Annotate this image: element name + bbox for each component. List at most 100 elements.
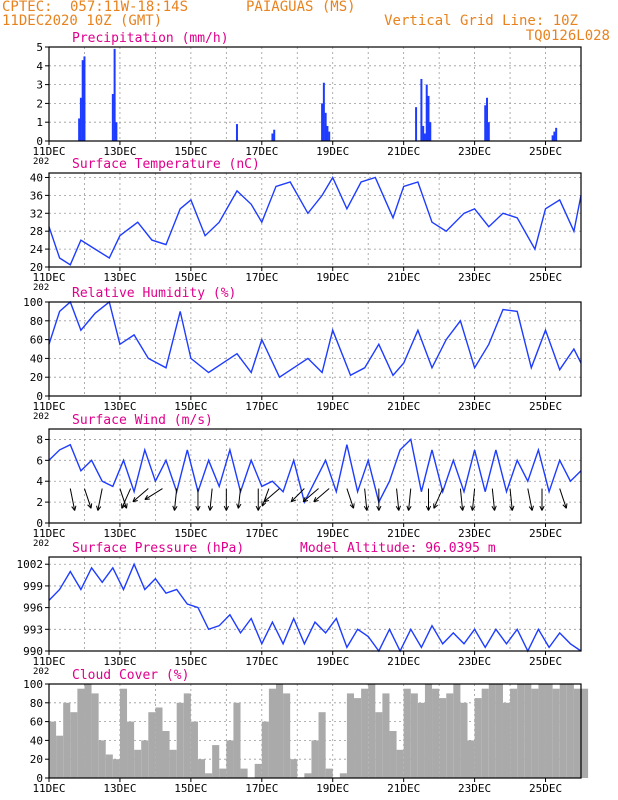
cloud-bar xyxy=(212,745,220,778)
y-tick-label: 4 xyxy=(36,475,43,488)
y-tick-label: 3 xyxy=(36,79,43,92)
wind-arrow-head xyxy=(121,503,126,509)
x-tick-label: 21DEC xyxy=(387,527,420,540)
cloud-bar xyxy=(573,688,581,778)
cloud-bar xyxy=(446,693,454,778)
precip-bar xyxy=(273,129,276,141)
panel-title: Precipitation (mm/h) xyxy=(72,31,229,46)
x-tick-label: 25DEC xyxy=(529,400,562,413)
panel-title: Cloud Cover (%) xyxy=(72,668,189,683)
precip-bar xyxy=(415,107,418,141)
wind-arrow-head xyxy=(71,505,77,511)
wind-arrow xyxy=(173,488,178,511)
precip-bar xyxy=(322,82,325,141)
cloud-bar xyxy=(148,712,156,778)
wind-arrow-head xyxy=(96,505,102,511)
wind-arrow xyxy=(69,488,76,511)
wind-arrow xyxy=(491,488,496,511)
cloud-bar xyxy=(112,759,120,778)
x-tick-label: 13DEC xyxy=(103,655,136,668)
precip-bar xyxy=(328,131,331,141)
cloud-bar xyxy=(552,688,560,778)
wind-arrow-head xyxy=(528,505,534,511)
cloud-bar xyxy=(403,688,411,778)
x-tick-label: 19DEC xyxy=(316,527,349,540)
cloud-bar xyxy=(240,768,248,778)
y-tick-label: 40 xyxy=(30,352,43,365)
panel-1: 0 1 2 3 4 5 11DEC 13DEC 15DEC 17DEC 19DEC 21DEC 23DE… xyxy=(32,31,582,167)
y-tick-label: 60 xyxy=(30,334,43,347)
y-tick-label: 100 xyxy=(23,296,43,309)
precip-bar xyxy=(553,131,556,141)
wind-arrow-head xyxy=(349,503,355,509)
cloud-bar xyxy=(91,693,99,778)
cloud-bar xyxy=(304,773,312,778)
wind-arrow-head xyxy=(290,496,297,503)
wind-arrow-head xyxy=(236,503,242,509)
precip-bar xyxy=(326,125,329,141)
x-tick-label: 25DEC xyxy=(529,271,562,284)
cloud-bar xyxy=(495,684,503,778)
cloud-bar xyxy=(98,740,106,778)
panel-title: Surface Wind (m/s) xyxy=(72,413,213,428)
x-tick-label: 13DEC xyxy=(103,400,136,413)
wind-arrow-head xyxy=(395,505,401,511)
y-tick-label: 20 xyxy=(30,753,43,766)
cloud-bar xyxy=(481,688,489,778)
wind-arrow-head xyxy=(509,505,515,511)
x-tick-label: 13DEC xyxy=(103,782,136,795)
y-tick-label: 5 xyxy=(36,41,43,54)
x-tick-label: 17DEC xyxy=(245,782,278,795)
series-line xyxy=(48,175,582,266)
x-tick-label: 13DEC xyxy=(103,145,136,158)
x-tick-sublabel: 202 xyxy=(33,667,49,677)
cloud-bar xyxy=(460,702,468,778)
wind-arrow-head xyxy=(491,505,497,511)
panel-4: 0 2 4 6 8 11DEC 13DEC 15DEC 17DEC 19DEC 21DEC 23DEC… xyxy=(32,413,582,549)
cloud-bar xyxy=(432,688,440,778)
x-tick-sublabel: 202 xyxy=(33,412,49,422)
header-code: TQ0126L028 xyxy=(525,28,610,44)
y-tick-label: 6 xyxy=(36,454,43,467)
x-tick-label: 25DEC xyxy=(529,527,562,540)
precip-bar xyxy=(235,124,238,141)
wind-arrow xyxy=(132,488,149,503)
precip-bar xyxy=(111,94,114,141)
cloud-bar xyxy=(77,688,85,778)
wind-arrow xyxy=(290,488,305,503)
cloud-bar xyxy=(346,693,355,778)
wind-arrow xyxy=(313,488,330,503)
cloud-bar xyxy=(205,773,213,778)
cloud-bar xyxy=(49,721,57,778)
wind-arrow-head xyxy=(363,505,370,511)
x-tick-label: 19DEC xyxy=(316,271,349,284)
panel-frame xyxy=(48,428,582,524)
x-tick-label: 25DEC xyxy=(529,655,562,668)
x-tick-label: 11DEC xyxy=(32,400,65,413)
precip-bar xyxy=(324,112,327,141)
cloud-bar xyxy=(183,693,191,778)
x-tick-label: 23DEC xyxy=(458,271,491,284)
wind-arrow-head xyxy=(425,505,432,511)
precip-bar xyxy=(425,84,428,141)
precip-bar xyxy=(423,133,426,141)
header-date: 11DEC2020 10Z (GMT) xyxy=(2,13,163,29)
x-tick-label: 11DEC xyxy=(32,271,65,284)
cloud-bar xyxy=(410,693,418,778)
wind-arrow-head xyxy=(263,496,270,503)
cloud-bar xyxy=(566,684,574,778)
wind-arrow-head xyxy=(255,505,261,511)
wind-arrow-head xyxy=(433,503,439,509)
cloud-bar xyxy=(84,684,92,778)
x-tick-label: 19DEC xyxy=(316,145,349,158)
wind-arrow xyxy=(237,488,242,509)
y-tick-label: 993 xyxy=(23,623,43,636)
x-tick-label: 21DEC xyxy=(387,782,420,795)
cloud-bar xyxy=(545,684,553,778)
series-line xyxy=(48,437,582,505)
wind-arrow xyxy=(263,488,280,503)
wind-arrow xyxy=(527,488,533,511)
panel-6: 0 20 40 60 80 100 11DEC 13DEC 15DEC 17DEC 19DEC 21D… xyxy=(23,668,589,795)
cloud-bar xyxy=(325,768,333,778)
